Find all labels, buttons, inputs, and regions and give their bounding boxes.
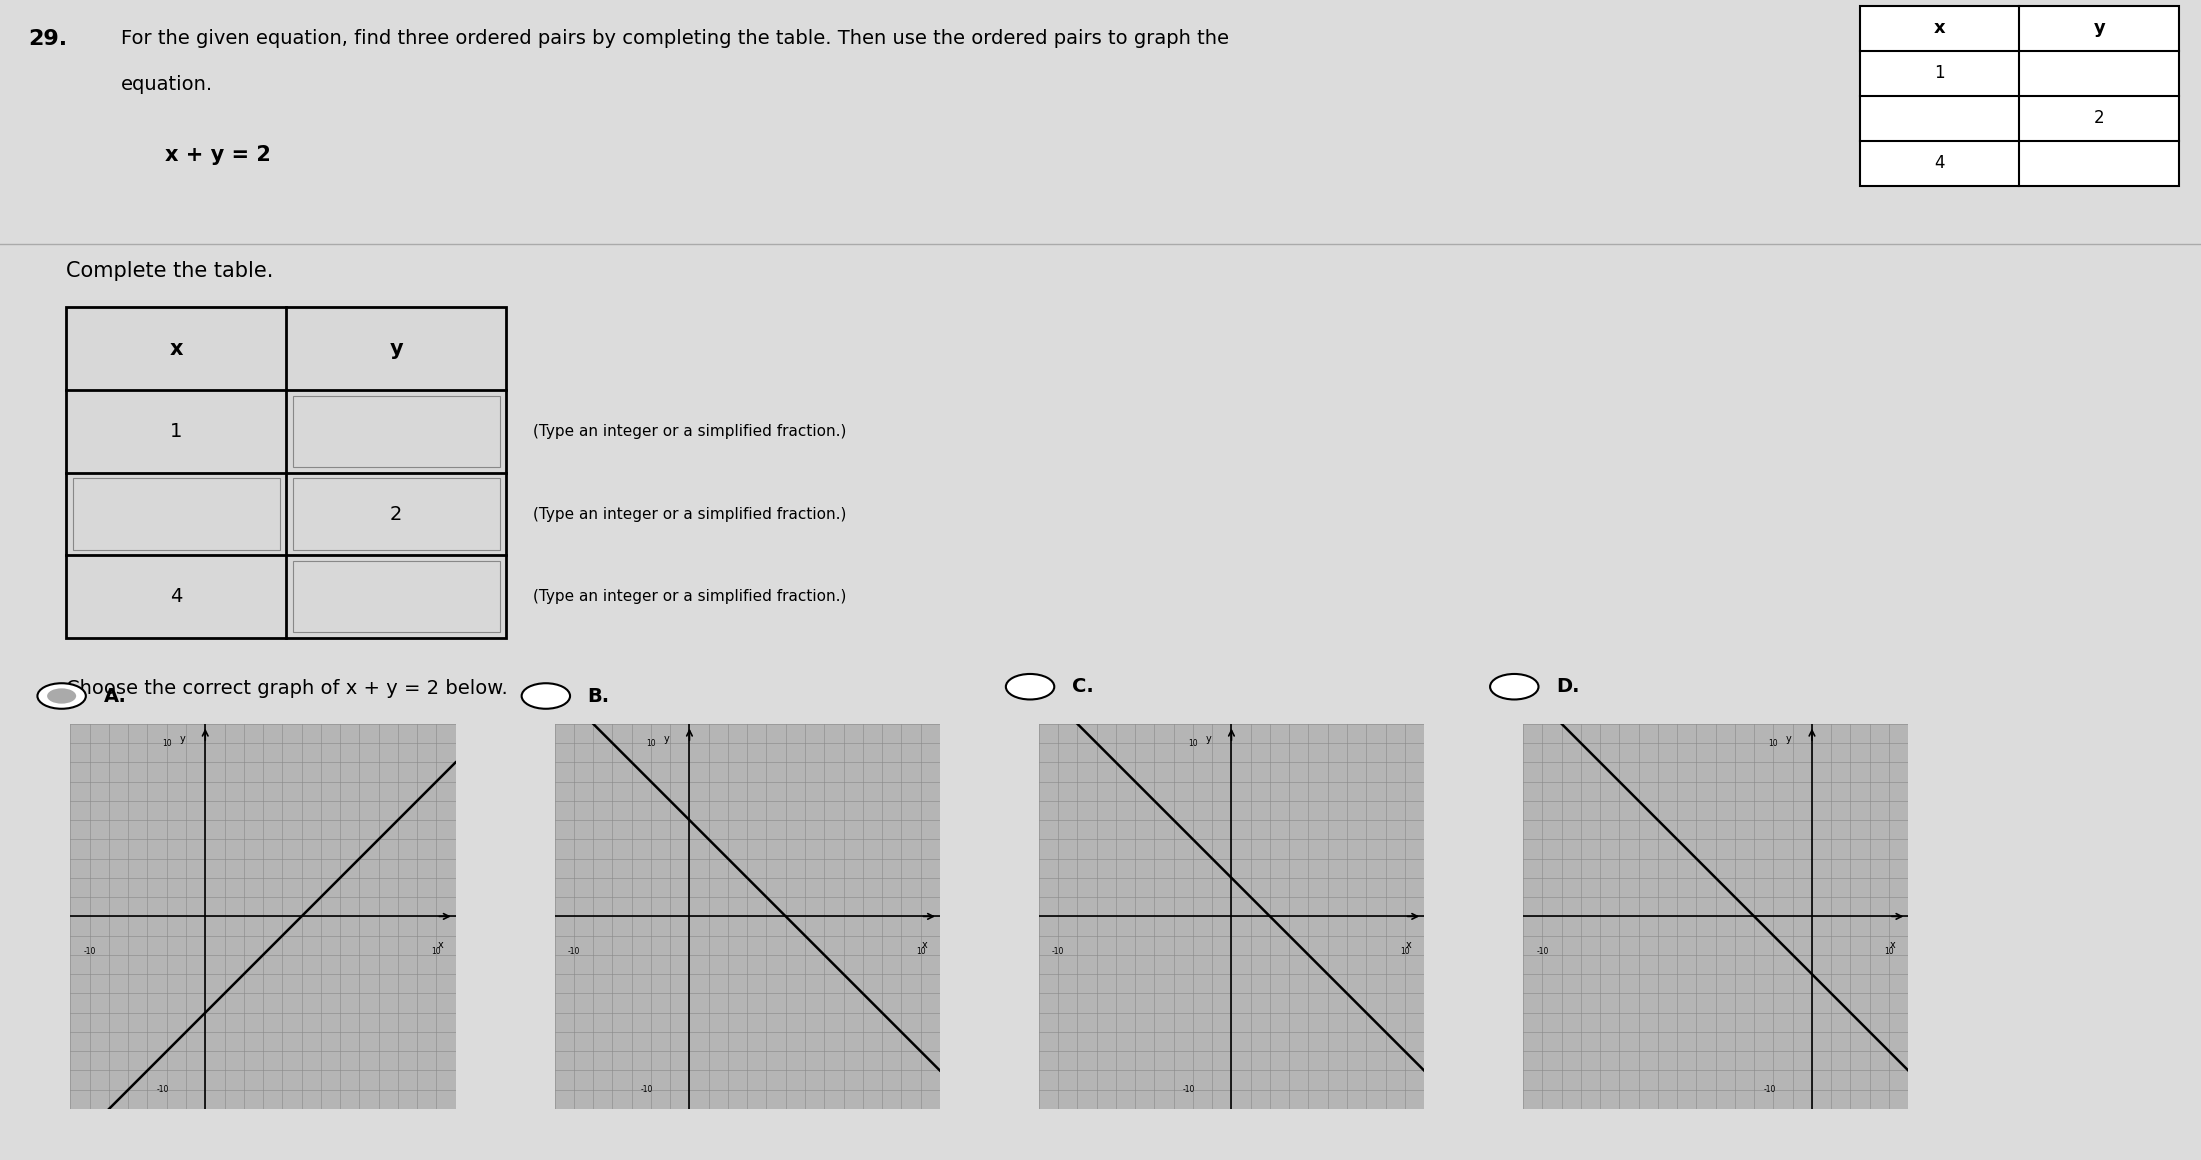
Text: x + y = 2: x + y = 2 — [165, 145, 271, 165]
Text: 4: 4 — [1935, 154, 1946, 172]
Text: y: y — [663, 734, 669, 745]
Text: y: y — [2093, 20, 2104, 37]
Text: -10: -10 — [156, 1086, 169, 1094]
Text: 10: 10 — [1400, 947, 1409, 956]
Text: y: y — [390, 339, 403, 358]
Bar — [73, 478, 280, 550]
Text: 1: 1 — [169, 422, 183, 441]
Text: 10: 10 — [916, 947, 924, 956]
Text: 10: 10 — [163, 739, 172, 747]
Circle shape — [522, 683, 570, 709]
Text: C.: C. — [1072, 677, 1094, 696]
Text: 10: 10 — [647, 739, 656, 747]
Circle shape — [46, 688, 77, 704]
Text: equation.: equation. — [121, 75, 213, 94]
Text: x: x — [1891, 941, 1895, 950]
Text: B.: B. — [588, 687, 610, 705]
Text: x: x — [438, 941, 442, 950]
Text: (Type an integer or a simplified fraction.): (Type an integer or a simplified fractio… — [533, 423, 845, 438]
Text: x: x — [1935, 20, 1946, 37]
Circle shape — [1490, 674, 1538, 699]
Bar — [293, 478, 500, 550]
Text: Choose the correct graph of x + y = 2 below.: Choose the correct graph of x + y = 2 be… — [66, 679, 508, 697]
Text: (Type an integer or a simplified fraction.): (Type an integer or a simplified fractio… — [533, 507, 845, 522]
Text: -10: -10 — [568, 947, 581, 956]
Bar — [66, 307, 506, 638]
Text: 10: 10 — [1189, 739, 1197, 747]
Circle shape — [37, 683, 86, 709]
Bar — [293, 561, 500, 632]
Bar — [1860, 6, 2179, 186]
Text: 10: 10 — [1884, 947, 1893, 956]
Text: D.: D. — [1556, 677, 1580, 696]
Text: For the given equation, find three ordered pairs by completing the table. Then u: For the given equation, find three order… — [121, 29, 1228, 48]
Text: y: y — [1785, 734, 1792, 745]
Text: 29.: 29. — [29, 29, 68, 49]
Circle shape — [1006, 674, 1054, 699]
Text: 1: 1 — [1935, 64, 1946, 82]
Text: -10: -10 — [1763, 1086, 1776, 1094]
Text: -10: -10 — [640, 1086, 654, 1094]
Bar — [293, 396, 500, 466]
Text: 4: 4 — [169, 587, 183, 607]
Text: y: y — [1206, 734, 1211, 745]
Text: -10: -10 — [1536, 947, 1550, 956]
Text: x: x — [169, 339, 183, 358]
Text: 10: 10 — [431, 947, 440, 956]
Text: A.: A. — [103, 687, 125, 705]
Text: -10: -10 — [1052, 947, 1065, 956]
Text: (Type an integer or a simplified fraction.): (Type an integer or a simplified fractio… — [533, 589, 845, 604]
Text: x: x — [922, 941, 927, 950]
Text: Complete the table.: Complete the table. — [66, 261, 273, 281]
Text: -10: -10 — [84, 947, 97, 956]
Text: 2: 2 — [2093, 109, 2104, 128]
Text: x: x — [1406, 941, 1411, 950]
Text: y: y — [178, 734, 185, 745]
Text: 10: 10 — [1770, 739, 1778, 747]
Text: 2: 2 — [390, 505, 403, 523]
Text: -10: -10 — [1182, 1086, 1195, 1094]
